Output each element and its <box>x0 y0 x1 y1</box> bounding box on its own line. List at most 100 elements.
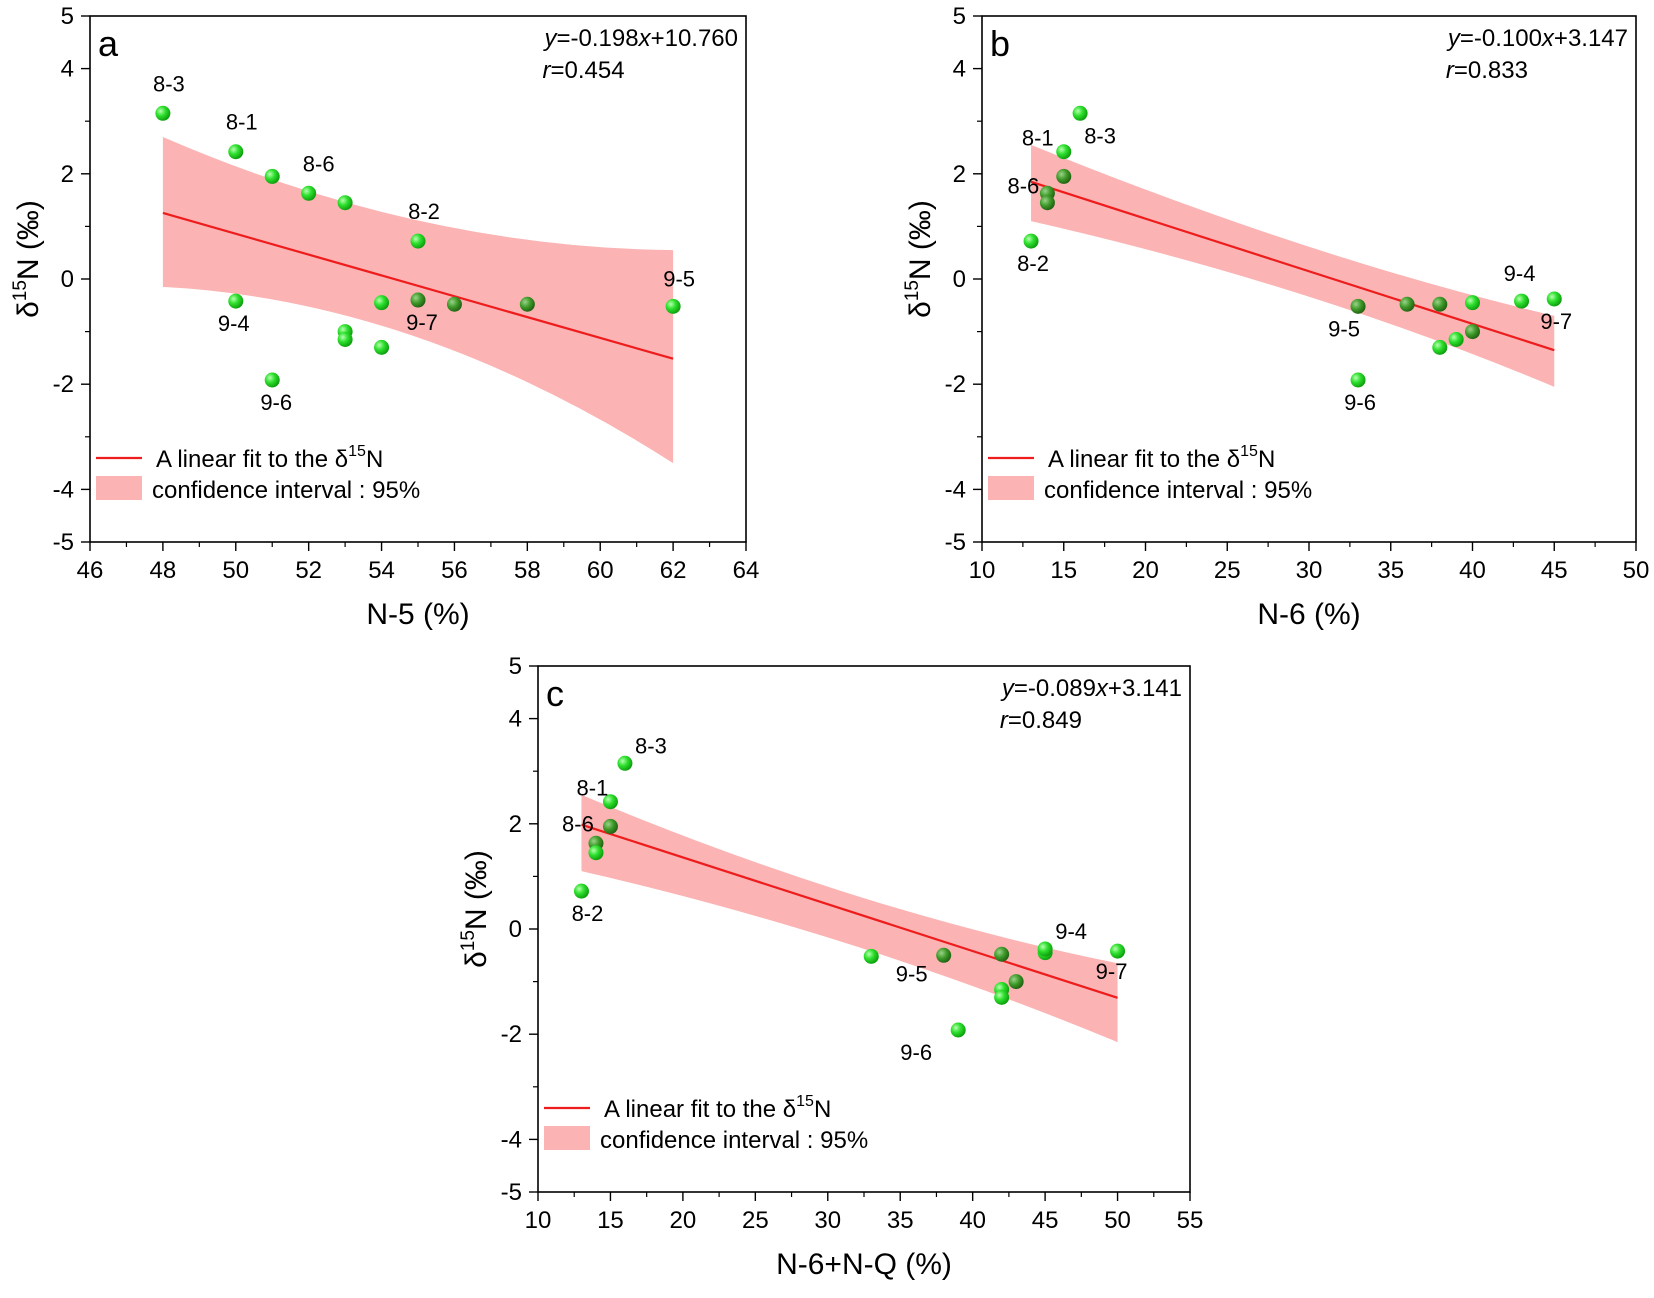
data-point <box>410 233 426 249</box>
legend-fit-suffix: N <box>1258 446 1275 473</box>
x-tick-label: 50 <box>222 557 249 584</box>
legend-fit-sup: 15 <box>348 443 366 460</box>
point-label: 9-4 <box>218 311 250 336</box>
x-tick-label: 48 <box>150 557 177 584</box>
point-label: 8-2 <box>408 199 440 224</box>
legend-fit-suffix: N <box>814 1096 831 1123</box>
y-tick-label: 5 <box>953 3 966 30</box>
data-point <box>1546 291 1562 307</box>
y-tick-label: 0 <box>61 266 74 293</box>
equation-body: =-0.089 <box>1014 675 1096 702</box>
point-label: 9-7 <box>1540 309 1572 334</box>
data-point <box>264 372 280 388</box>
point-label: 8-6 <box>303 151 335 176</box>
data-point <box>1072 105 1088 121</box>
r-symbol: r <box>543 57 552 84</box>
x-tick-label: 58 <box>514 557 541 584</box>
correlation-r: r=0.454 <box>543 57 625 84</box>
x-tick-label: 45 <box>1541 557 1568 584</box>
y-tick-label: -2 <box>945 371 966 398</box>
y-tick-label: -2 <box>53 371 74 398</box>
x-tick-label: 20 <box>670 1207 697 1234</box>
point-label: 8-1 <box>226 110 258 135</box>
legend-ci-label: confidence interval : 95% <box>1044 477 1312 504</box>
r-value: =0.833 <box>1454 57 1528 84</box>
point-label: 9-6 <box>1344 390 1376 415</box>
fit-line <box>1030 180 1555 352</box>
point-label: 9-4 <box>1055 919 1087 944</box>
x-tick-label: 25 <box>1214 557 1241 584</box>
x-tick-label: 62 <box>660 557 687 584</box>
x-tick-label: 55 <box>1177 1207 1204 1234</box>
x-tick-label: 40 <box>959 1207 986 1234</box>
x-tick-label: 54 <box>368 557 395 584</box>
legend-band-swatch <box>544 1126 590 1150</box>
data-point <box>936 947 952 963</box>
point-label: 9-6 <box>260 390 292 415</box>
y-axis-unit: N (‰) <box>460 850 493 930</box>
data-point <box>301 185 317 201</box>
y-tick-label: -4 <box>53 476 74 503</box>
x-tick-label: 56 <box>441 557 468 584</box>
data-point <box>374 295 390 311</box>
y-axis-sup: 15 <box>458 930 479 951</box>
y-tick-label: 0 <box>953 266 966 293</box>
y-tick-label: 0 <box>509 916 522 943</box>
point-label: 8-6 <box>562 811 594 836</box>
r-symbol: r <box>1000 707 1009 734</box>
data-point <box>617 755 633 771</box>
y-tick-label: 5 <box>61 3 74 30</box>
point-label: 9-7 <box>1096 959 1128 984</box>
regression-equation: y=-0.089x+3.141 <box>1000 675 1182 702</box>
data-point <box>1037 941 1053 957</box>
y-tick-label: -5 <box>945 529 966 556</box>
point-label: 8-1 <box>1022 126 1054 151</box>
equation-intercept: +3.147 <box>1554 25 1628 52</box>
data-point <box>1056 168 1072 184</box>
data-point <box>410 292 426 308</box>
point-label: 8-3 <box>153 71 185 96</box>
point-label: 9-5 <box>896 961 928 986</box>
point-label: 8-3 <box>635 733 667 758</box>
x-tick-label: 20 <box>1132 557 1159 584</box>
y-axis-title: δ15N (‰) <box>458 850 493 968</box>
panel-label: b <box>990 23 1010 64</box>
equation-x: x <box>638 25 652 52</box>
data-point <box>863 948 879 964</box>
legend-fit-text: A linear fit to the δ <box>1048 446 1240 473</box>
x-tick-label: 50 <box>1104 1207 1131 1234</box>
data-point <box>337 195 353 211</box>
data-point <box>950 1022 966 1038</box>
x-tick-label: 64 <box>733 557 760 584</box>
y-tick-label: -4 <box>945 476 966 503</box>
correlation-r: r=0.849 <box>1000 707 1082 734</box>
data-point <box>1514 293 1530 309</box>
data-point <box>1023 233 1039 249</box>
x-axis-title: N-6 (%) <box>1257 598 1360 631</box>
legend-fit-sup: 15 <box>796 1093 814 1110</box>
legend-fit-label: A linear fit to the δ15N <box>1048 443 1275 473</box>
x-tick-label: 30 <box>1296 557 1323 584</box>
data-point <box>1008 974 1024 990</box>
legend-band-swatch <box>96 476 142 500</box>
y-axis-unit: N (‰) <box>12 200 45 280</box>
data-point <box>264 168 280 184</box>
legend-fit-text: A linear fit to the δ <box>604 1096 796 1123</box>
data-point <box>337 331 353 347</box>
panel-label: a <box>98 23 119 64</box>
point-label: 8-6 <box>1008 173 1040 198</box>
x-tick-label: 40 <box>1459 557 1486 584</box>
point-label: 8-2 <box>572 901 604 926</box>
y-axis-sup: 15 <box>902 280 923 301</box>
point-label: 9-4 <box>1504 261 1536 286</box>
legend-band-swatch <box>988 476 1034 500</box>
data-point <box>994 989 1010 1005</box>
panel-label: c <box>546 673 564 714</box>
point-label: 9-5 <box>1328 316 1360 341</box>
x-tick-label: 52 <box>295 557 322 584</box>
data-point <box>1056 144 1072 160</box>
data-point <box>228 293 244 309</box>
